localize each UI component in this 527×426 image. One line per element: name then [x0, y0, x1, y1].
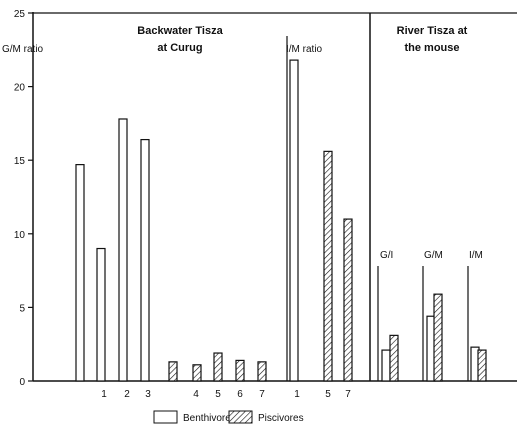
- bar-piscivores-7: [235, 359, 245, 382]
- bar-piscivores-5: [192, 364, 202, 382]
- im-label: I/M: [469, 250, 483, 261]
- legend-piscivores-label: Piscivores: [258, 413, 304, 424]
- bar-piscivores-17: [477, 349, 487, 382]
- bar-benthivores-12: [381, 349, 391, 382]
- gm-label: G/M: [424, 250, 443, 261]
- legend-benthivores-label: Benthivores: [183, 413, 236, 424]
- bar-benthivores-9: [289, 59, 299, 382]
- x-tick-labels: 1 2 3 4 5 6 7 1 5 7: [101, 389, 351, 400]
- backwater-title: Backwater Tisza: [137, 25, 223, 37]
- y-tick-label: 10: [14, 230, 26, 241]
- x-tick-label: 1: [101, 389, 107, 400]
- bar-benthivores-1: [96, 247, 106, 382]
- bars-group: [75, 59, 487, 382]
- gi-label: G/I: [380, 250, 393, 261]
- bar-benthivores-0: [75, 164, 85, 382]
- bar-piscivores-8: [257, 361, 267, 382]
- y-tick-label: 15: [14, 156, 26, 167]
- x-tick-label: 5: [325, 389, 331, 400]
- x-tick-label: 4: [193, 389, 199, 400]
- y-tick-label: 0: [19, 377, 25, 388]
- bar-piscivores-11: [343, 218, 353, 382]
- legend-benthivores-swatch: [153, 410, 178, 424]
- x-tick-label: 7: [345, 389, 351, 400]
- im-ratio-label: I/M ratio: [286, 44, 323, 55]
- gm-ratio-label: G/M ratio: [2, 44, 44, 55]
- x-tick-label: 3: [145, 389, 151, 400]
- bar-piscivores-15: [433, 293, 443, 382]
- river-title: River Tisza at: [397, 25, 468, 37]
- bar-benthivores-2: [118, 118, 128, 382]
- x-tick-label: 5: [215, 389, 221, 400]
- river-subtitle: the mouse: [404, 42, 459, 54]
- x-tick-label: 2: [124, 389, 130, 400]
- bar-piscivores-10: [323, 150, 333, 382]
- bar-piscivores-13: [389, 334, 399, 382]
- legend-piscivores-swatch: [228, 410, 253, 424]
- y-tick-label: 20: [14, 83, 26, 94]
- bar-piscivores-6: [213, 352, 223, 382]
- bar-benthivores-3: [140, 138, 150, 382]
- y-tick-label: 5: [19, 303, 25, 314]
- x-tick-label: 1: [294, 389, 300, 400]
- y-axis-ticks: 0 5 10 15 20 25: [14, 9, 33, 388]
- backwater-subtitle: at Curug: [157, 42, 202, 54]
- legend: Benthivores Piscivores: [153, 410, 304, 424]
- bar-piscivores-4: [168, 361, 178, 382]
- y-tick-label: 25: [14, 9, 26, 20]
- x-tick-label: 6: [237, 389, 243, 400]
- x-tick-label: 7: [259, 389, 265, 400]
